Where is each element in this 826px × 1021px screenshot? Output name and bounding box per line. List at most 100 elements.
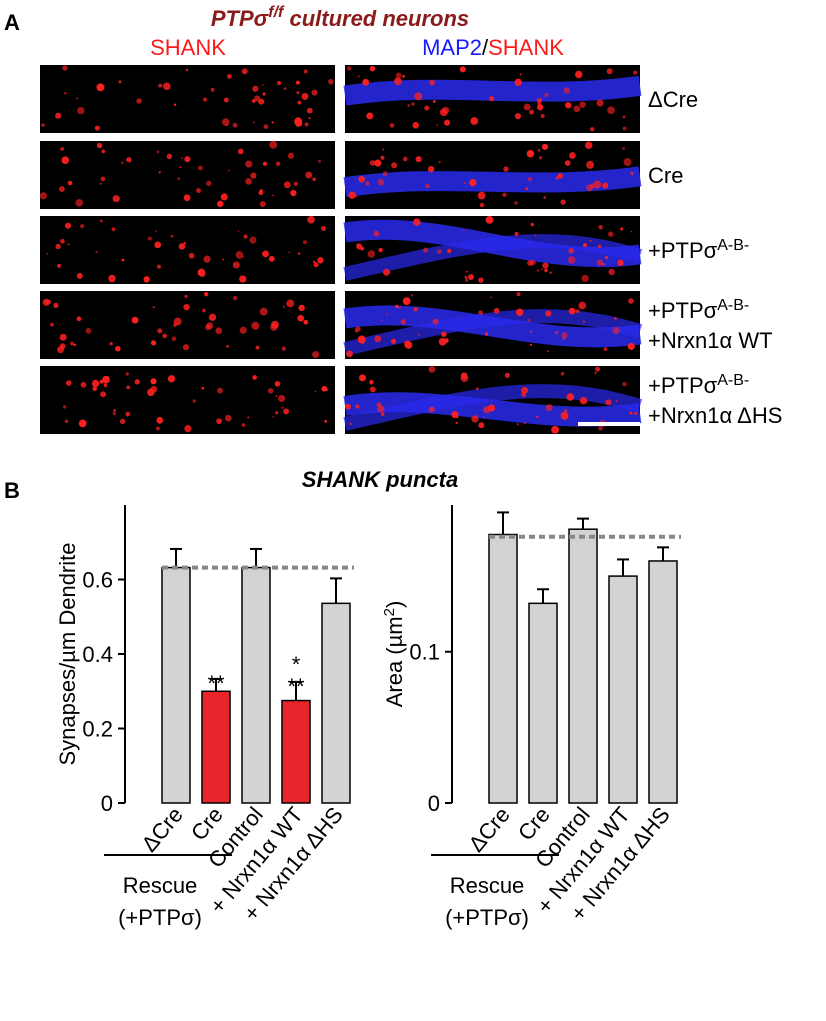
puncta xyxy=(519,73,522,76)
puncta xyxy=(100,219,103,223)
column-header: SHANK xyxy=(150,35,226,60)
row-label: +Nrxn1α WT xyxy=(648,328,773,353)
puncta xyxy=(470,117,479,125)
bar xyxy=(488,533,518,804)
puncta xyxy=(438,337,447,346)
puncta xyxy=(529,343,533,346)
puncta xyxy=(232,261,240,269)
row-label-part: Cre xyxy=(648,163,683,188)
puncta xyxy=(436,124,438,126)
puncta xyxy=(554,330,559,335)
puncta xyxy=(521,386,529,394)
puncta xyxy=(613,316,617,320)
puncta xyxy=(262,84,264,86)
puncta xyxy=(131,316,139,324)
puncta xyxy=(283,408,290,415)
puncta xyxy=(239,275,247,283)
puncta xyxy=(439,108,448,117)
puncta xyxy=(100,391,107,398)
puncta xyxy=(126,157,132,163)
puncta xyxy=(245,160,253,168)
puncta xyxy=(91,379,100,388)
puncta xyxy=(560,199,566,205)
puncta xyxy=(247,416,250,419)
puncta xyxy=(622,381,627,387)
bar xyxy=(201,690,231,804)
puncta xyxy=(516,423,520,426)
row-label-sup: A-B- xyxy=(717,237,749,254)
y-tick-label: 0.6 xyxy=(82,568,113,593)
bar xyxy=(528,602,558,804)
puncta xyxy=(493,307,500,314)
puncta xyxy=(173,317,182,326)
rescue-label: Rescue xyxy=(123,873,198,898)
puncta xyxy=(555,176,559,180)
puncta xyxy=(567,256,576,264)
panel-label: A xyxy=(4,10,20,35)
puncta xyxy=(575,309,580,314)
puncta xyxy=(378,247,383,253)
puncta xyxy=(157,328,163,334)
puncta xyxy=(541,143,549,150)
puncta xyxy=(402,74,405,78)
puncta xyxy=(183,194,191,202)
puncta xyxy=(154,241,162,249)
puncta xyxy=(77,106,85,115)
micrograph xyxy=(40,216,335,284)
puncta xyxy=(102,375,110,384)
puncta xyxy=(563,87,571,94)
puncta xyxy=(76,272,83,279)
puncta xyxy=(262,92,266,96)
puncta xyxy=(125,411,131,417)
puncta xyxy=(224,414,232,422)
puncta xyxy=(239,326,247,334)
row-label-part: ΔCre xyxy=(648,87,698,112)
puncta xyxy=(55,243,61,250)
puncta xyxy=(374,159,382,167)
puncta xyxy=(542,262,549,269)
puncta xyxy=(314,390,317,393)
puncta xyxy=(65,224,68,227)
puncta xyxy=(205,324,212,331)
puncta xyxy=(73,343,77,347)
y-tick-label: 0.4 xyxy=(82,642,113,667)
puncta xyxy=(398,306,402,309)
puncta xyxy=(249,236,257,244)
puncta xyxy=(478,310,483,316)
puncta xyxy=(271,121,274,124)
puncta xyxy=(564,409,568,413)
y-tick-label: 0 xyxy=(428,791,440,816)
puncta xyxy=(608,268,615,276)
puncta xyxy=(423,247,429,253)
puncta xyxy=(602,182,609,189)
puncta xyxy=(633,70,638,75)
puncta xyxy=(103,383,108,388)
puncta xyxy=(387,270,391,274)
puncta xyxy=(259,307,268,316)
puncta xyxy=(403,156,408,162)
puncta xyxy=(96,142,103,149)
puncta xyxy=(581,274,589,282)
puncta xyxy=(530,330,533,333)
puncta xyxy=(268,255,275,262)
rescue-note: (+PTPσ) xyxy=(445,905,529,930)
puncta xyxy=(183,241,187,245)
puncta xyxy=(99,182,103,185)
puncta xyxy=(270,323,278,331)
puncta xyxy=(529,109,535,115)
puncta xyxy=(441,331,447,338)
puncta xyxy=(596,259,603,266)
puncta xyxy=(484,332,489,336)
puncta xyxy=(226,345,229,348)
puncta xyxy=(526,149,535,158)
puncta xyxy=(583,243,588,248)
puncta xyxy=(407,104,411,107)
puncta xyxy=(569,152,576,159)
puncta xyxy=(568,248,574,254)
micrograph xyxy=(40,366,335,434)
puncta xyxy=(400,319,406,325)
title-part: PTPσ xyxy=(211,6,270,31)
puncta xyxy=(163,82,171,91)
puncta xyxy=(521,392,526,398)
puncta xyxy=(251,321,260,330)
